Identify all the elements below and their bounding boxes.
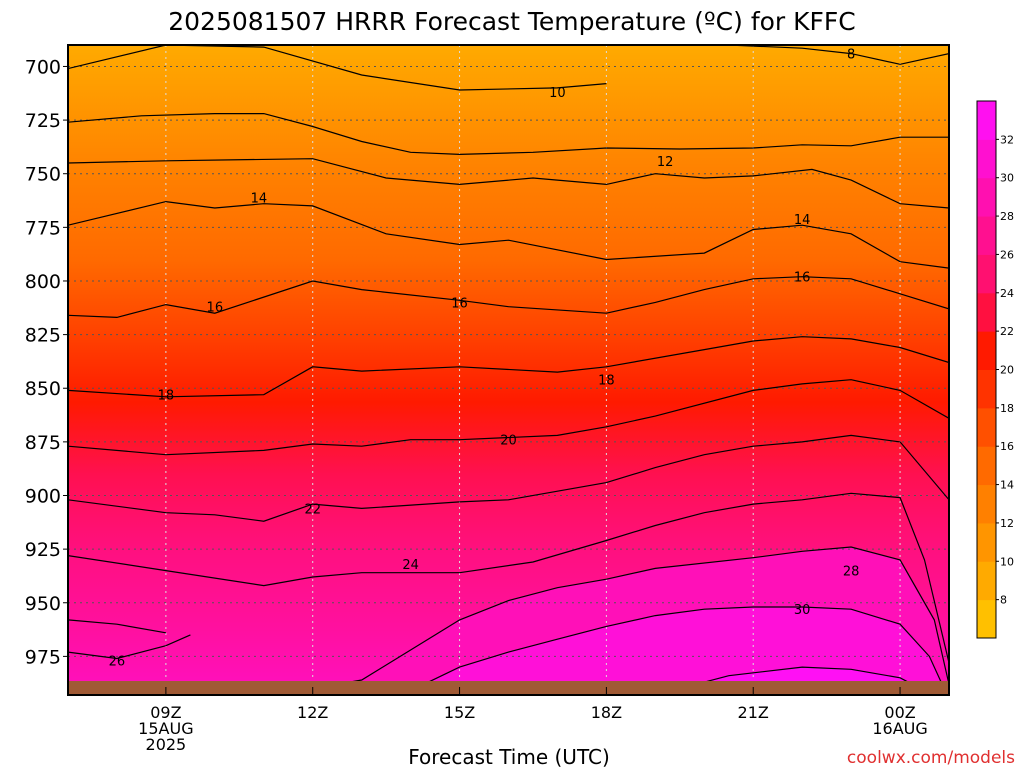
colorbar-label: 22 [1000,325,1014,338]
colorbar-label: 30 [1000,172,1014,185]
isotherm-22 [68,434,949,522]
colorbar-label: 10 [1000,555,1014,568]
isotherm-32 [679,666,925,692]
isotherm-lines [68,45,949,692]
colorbar-segment [977,446,996,486]
colorbar-segment [977,522,996,562]
isotherm-8 [728,45,949,65]
plot-area: 8 10 12 14 14 16 16 16 18 18 20 22 24 26 28 30 [68,45,949,695]
x-tick-label: 12Z [297,703,328,722]
isotherm-16 [68,276,949,319]
isotherm-28 [312,546,949,690]
warm-core-shading [312,546,949,691]
colorbar-label: 32 [1000,133,1014,146]
colorbar-segment [977,407,996,447]
isotherm-18 [68,336,949,398]
colorbar-segment [977,292,996,332]
y-tick-label: 875 [25,432,61,454]
grid-lines [68,45,949,695]
isotherm-30 [410,606,945,692]
credit-link[interactable]: coolwx.com/models [847,748,1015,768]
isotherm-26 [68,619,167,634]
contour-labels: 8 10 12 14 14 16 16 16 18 18 20 22 24 26 28 30 [109,48,860,670]
plot-frame [67,44,950,696]
contour-label-8: 8 [847,48,855,63]
contour-label-18: 18 [158,389,175,404]
contour-label-12: 12 [657,155,674,170]
colorbar-label: 20 [1000,364,1014,377]
isotherm-14 [68,200,949,269]
y-tick-label: 825 [25,325,61,347]
isotherm-10 [68,113,949,156]
y-tick-label: 925 [25,539,61,561]
colorbar-segment [977,101,996,140]
colorbar-segment [977,216,996,255]
y-tick-label: 850 [25,378,61,400]
contour-label-20: 20 [500,434,517,449]
y-tick-label: 725 [25,110,61,132]
x-tick-label: 15AUG [138,719,193,738]
x-tick-label: 15Z [444,703,475,722]
y-tick-label: 975 [25,646,61,668]
contour-label-24: 24 [402,558,419,573]
x-tick-label: 21Z [738,703,769,722]
contour-label-18: 18 [598,374,615,389]
x-tick-label: 2025 [146,735,187,754]
y-tick-label: 950 [25,593,61,615]
y-axis: 700 725 750 775 800 825 850 875 900 925 950 975 [25,56,68,668]
y-tick-label: 750 [25,164,61,186]
contour-label-28: 28 [843,565,860,580]
colorbar: 8 10 12 14 16 18 20 22 24 26 28 30 32 [976,100,1014,639]
x-tick-label: 00Z [884,703,915,722]
colorbar-label: 14 [1000,479,1014,492]
colorbar-label: 12 [1000,517,1014,530]
y-tick-label: 800 [25,271,61,293]
colorbar-segment [977,484,996,524]
x-tick-label: 16AUG [872,719,927,738]
contour-label-10: 10 [549,86,566,101]
colorbar-segment [977,561,996,601]
isotherm-20 [68,379,949,456]
isotherm-24 [68,492,949,663]
contour-label-22: 22 [304,502,321,517]
contour-label-14: 14 [251,191,268,206]
chart-title: 2025081507 HRRR Forecast Temperature (ºC… [168,7,856,36]
x-tick-label: 09Z [150,703,181,722]
colorbar-segment [977,331,996,370]
colorbar-label: 16 [1000,440,1014,453]
colorbar-segment [977,599,996,639]
colorbar-segment [977,139,996,179]
colorbar-label: 26 [1000,248,1014,261]
y-tick-label: 775 [25,217,61,239]
colorbar-label: 28 [1000,210,1014,223]
colorbar-segment [977,177,996,217]
y-tick-label: 900 [25,485,61,507]
colorbar-segment [977,254,996,294]
colorbar-label: 18 [1000,402,1014,415]
contour-label-14: 14 [794,213,811,228]
isotherm-26 [68,634,191,660]
x-tick-label: 18Z [591,703,622,722]
x-axis-label: Forecast Time (UTC) [408,745,610,768]
ground-surface [68,681,949,695]
colorbar-label: 8 [1000,594,1007,607]
contour-label-16: 16 [794,271,811,286]
colorbar-segment [977,369,996,409]
contour-label-16: 16 [451,296,468,311]
contour-label-16: 16 [207,301,224,316]
isotherm-12 [68,158,949,209]
isotherm-8 [68,45,607,91]
contour-label-26: 26 [109,655,126,670]
y-tick-label: 700 [25,56,61,78]
contour-label-30: 30 [794,603,811,618]
colorbar-label: 24 [1000,287,1014,300]
